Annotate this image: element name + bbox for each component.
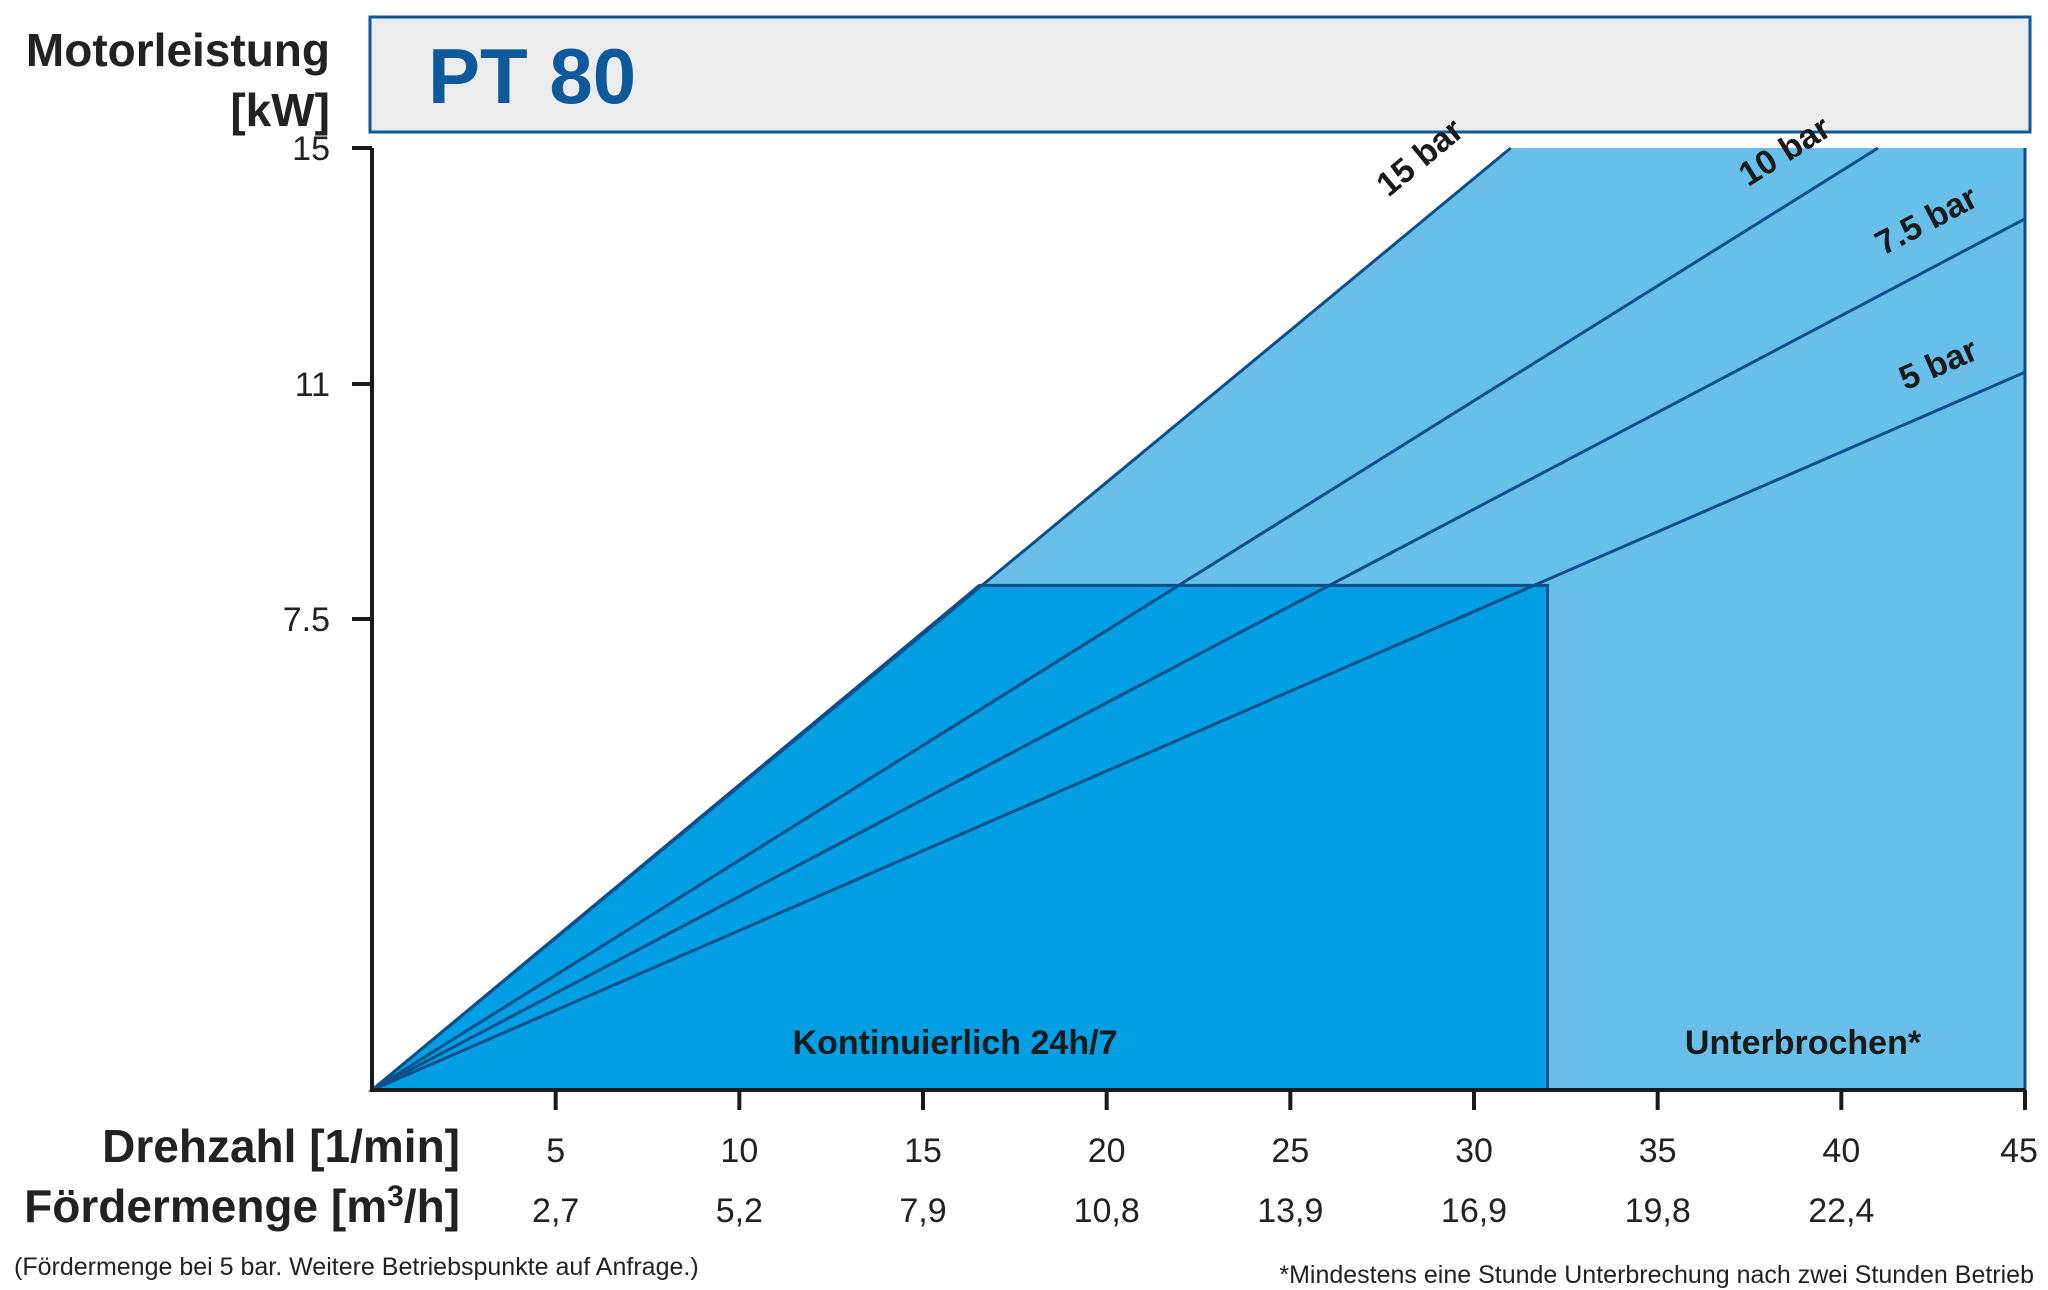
x-tick-label-speed: 30 [1455,1132,1493,1170]
x-tick-label-flow: 2,7 [532,1192,579,1230]
x-ticks: 5 10 15 20 25 30 35 40 45 2,7 5,2 7,9 10,8 13,9 16,9 19… [532,1090,2038,1230]
x-axis-label-speed: Drehzahl [1/min] [102,1120,460,1172]
x-tick-label-speed: 25 [1271,1132,1309,1170]
zone-label-continuous: Kontinuierlich 24h/7 [793,1024,1118,1062]
x-tick-label-flow: 22,4 [1808,1192,1874,1230]
x-tick-label-speed: 5 [546,1132,565,1170]
y-axis-label-line2: [kW] [230,84,330,136]
x-tick-label-speed: 40 [1822,1132,1860,1170]
x-tick-label-speed: 20 [1088,1132,1126,1170]
x-tick-label-speed: 45 [2000,1132,2038,1170]
y-tick-label: 15 [292,130,330,168]
footnote-right: *Mindestens eine Stunde Unterbrechung na… [1279,1261,2034,1289]
y-ticks: 7.5 11 15 [283,130,372,639]
series-line-15-bar [371,146,1512,1092]
x-axis-label-flow: Fördermenge [m3/h] [24,1180,460,1232]
x-tick-label-speed: 35 [1639,1132,1677,1170]
x-tick-label-speed: 10 [720,1132,758,1170]
x-tick-label-flow: 5,2 [716,1192,763,1230]
y-axis-label-line1: Motorleistung [26,24,330,76]
series-line-5-bar [371,370,2026,1092]
footnote-left: (Fördermenge bei 5 bar. Weitere Betriebs… [14,1253,699,1281]
series-line-10-bar [371,146,1879,1092]
x-tick-label-flow: 13,9 [1257,1192,1323,1230]
chart-title: PT 80 [428,32,636,120]
y-tick-label: 7.5 [283,601,330,639]
y-tick-label: 11 [295,366,330,404]
x-tick-label-speed: 15 [904,1132,942,1170]
x-tick-label-flow: 16,9 [1441,1192,1507,1230]
x-tick-label-flow: 19,8 [1625,1192,1691,1230]
x-tick-label-flow: 10,8 [1074,1192,1140,1230]
x-tick-label-flow: 7,9 [899,1192,946,1230]
title-box [368,15,2032,134]
zone-label-intermittent: Unterbrochen* [1685,1024,1922,1062]
series-line-7-5-bar [371,217,2026,1092]
